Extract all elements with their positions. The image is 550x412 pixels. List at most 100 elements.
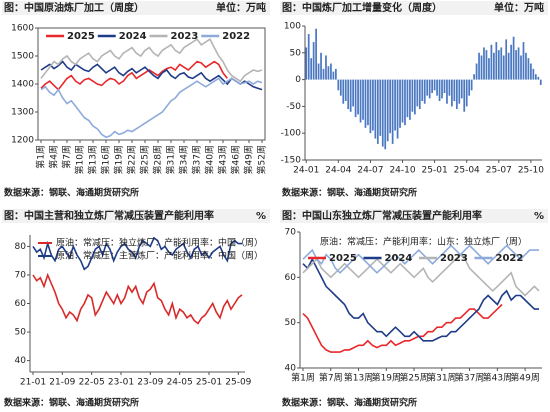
legend-label: 2025 (67, 31, 95, 42)
bar (404, 79, 406, 126)
y-tick-label: 80 (15, 242, 27, 252)
series-line (40, 60, 263, 91)
bar (339, 79, 342, 96)
bar (416, 79, 419, 107)
legend-label: 2022 (222, 31, 250, 42)
bar (436, 79, 438, 96)
bar (330, 63, 332, 80)
x-tick-label: 第31周 (427, 372, 456, 384)
bar (470, 79, 473, 91)
bar (534, 74, 537, 80)
x-tick-label: 第7周 (319, 372, 343, 384)
legend-label: 2023 (440, 253, 468, 264)
y-tick-label: 50 (290, 48, 302, 58)
bar (453, 79, 456, 102)
y-tick-label: 1200 (11, 136, 34, 146)
x-tick-label: 第31周 (165, 145, 177, 174)
bar (315, 28, 317, 80)
bar (492, 52, 495, 80)
bar (465, 79, 468, 107)
bar (332, 71, 335, 80)
bar (497, 50, 500, 80)
y-tick-label: 100 (284, 22, 301, 32)
bar (428, 79, 431, 99)
bar (352, 79, 355, 107)
y-tick-label: 60 (285, 273, 297, 283)
y-tick-label: 70 (285, 228, 297, 238)
bar (381, 79, 384, 147)
x-tick-label: 第13周 (87, 145, 99, 174)
x-tick-label: 第16周 (100, 145, 112, 174)
bar (443, 79, 446, 93)
bar (406, 79, 409, 118)
bar (475, 63, 478, 80)
y-tick-label: -100 (281, 129, 302, 139)
bar (344, 79, 347, 102)
bar (364, 79, 367, 128)
x-tick-label: 23-09 (137, 378, 163, 388)
x-tick-label: 第22周 (126, 145, 138, 174)
bar (376, 79, 379, 144)
bar (307, 34, 310, 80)
x-tick-label: 25-04 (454, 166, 480, 176)
x-tick-label: 24-01 (293, 166, 319, 176)
bar (374, 79, 377, 139)
series-line (302, 244, 539, 274)
bar (310, 58, 313, 80)
y-tick-label: 40 (285, 364, 297, 374)
bar (438, 79, 441, 102)
bar (451, 79, 453, 107)
series-line (32, 272, 243, 325)
x-tick-label: 第25周 (399, 372, 428, 384)
bar (502, 55, 505, 80)
bar (349, 79, 352, 112)
bar (367, 79, 369, 126)
x-tick-label: 第10周 (74, 145, 86, 174)
x-tick-label: 第34周 (178, 145, 190, 174)
bar (460, 79, 463, 99)
chart-title: 图：中国山东独立炼厂常减压装置产能利用率 (282, 209, 482, 222)
x-tick-label: 第4周 (48, 145, 60, 169)
bar (413, 79, 416, 115)
bar (337, 79, 340, 91)
bar (426, 79, 429, 96)
legend-label: 原油：常减压：主营炼厂：产能利用率：中国（周） (56, 250, 263, 262)
bar (530, 63, 532, 80)
bar (488, 58, 490, 80)
panel-header (2, 209, 270, 223)
bar (485, 50, 488, 80)
bar (409, 79, 411, 120)
bar (483, 47, 485, 80)
x-tick-label: 25-01 (422, 166, 448, 176)
chart-title: 图：中国炼厂加工增量变化（周度） (282, 1, 442, 14)
bar (463, 79, 466, 112)
bar (495, 42, 498, 80)
bar (354, 79, 357, 118)
bar (507, 52, 510, 80)
series-line (302, 257, 539, 342)
bar (386, 79, 389, 142)
bar (399, 79, 401, 128)
bar (458, 79, 461, 104)
x-tick-label: 第49周 (243, 145, 255, 174)
bar (342, 79, 345, 104)
unit-label: 单位：万吨 (216, 1, 266, 14)
bar (446, 79, 448, 104)
y-tick-label: 70 (15, 270, 27, 280)
y-tick-label: 0 (295, 75, 301, 85)
chart-title: 图：中国原油炼厂加工（周度） (4, 1, 144, 14)
bar (490, 44, 493, 80)
bar (359, 79, 362, 123)
x-tick-label: 24-07 (357, 166, 383, 176)
series-line (32, 236, 242, 271)
bar (391, 79, 394, 144)
x-tick-label: 第1周 (291, 372, 315, 384)
bar (369, 79, 372, 134)
x-tick-label: 21-09 (49, 378, 75, 388)
y-tick-label: 50 (15, 328, 27, 338)
y-tick-label: 50 (285, 318, 297, 328)
bar (512, 36, 515, 80)
x-tick-label: 23-01 (108, 378, 134, 388)
x-tick-label: 25-01 (196, 378, 222, 388)
panel-header (2, 1, 270, 15)
